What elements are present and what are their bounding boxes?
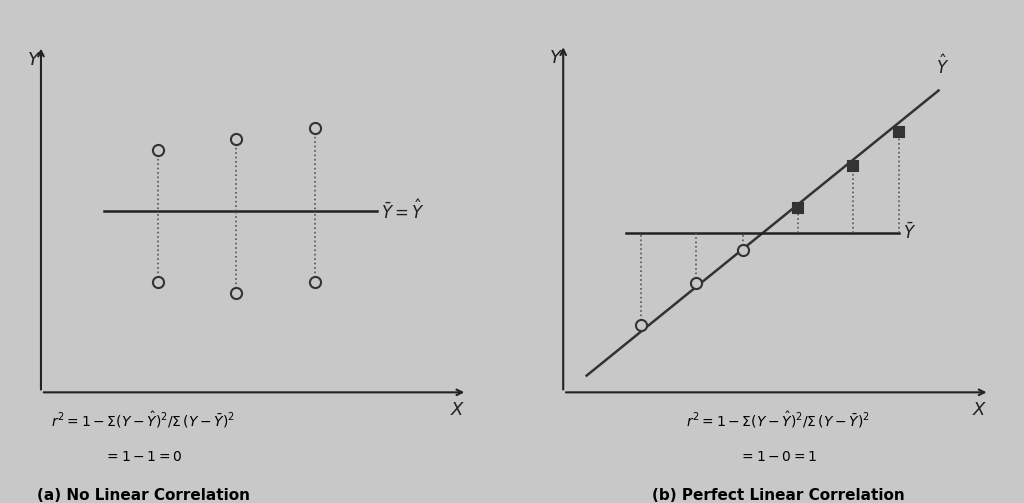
Text: $= 1 - 1 = 0$: $= 1 - 1 = 0$: [104, 450, 182, 464]
Text: $= 1 - 0 = 1$: $= 1 - 0 = 1$: [739, 450, 817, 464]
Text: $\hat{Y}$: $\hat{Y}$: [936, 54, 949, 78]
Text: $r^2 = 1 - \Sigma(Y-\hat{Y})^2 / \Sigma\,(Y-\bar{Y})^2$: $r^2 = 1 - \Sigma(Y-\hat{Y})^2 / \Sigma\…: [686, 410, 870, 430]
Text: Y: Y: [28, 51, 39, 69]
Text: $r^2 = 1 - \Sigma(Y-\hat{Y})^2 / \Sigma\,(Y-\bar{Y})^2$: $r^2 = 1 - \Sigma(Y-\hat{Y})^2 / \Sigma\…: [51, 410, 236, 430]
Text: (a) No Linear Correlation: (a) No Linear Correlation: [37, 488, 250, 503]
Text: $\bar{Y}$: $\bar{Y}$: [903, 223, 916, 243]
Text: $\bar{Y} = \hat{Y}$: $\bar{Y} = \hat{Y}$: [381, 199, 425, 223]
Text: X: X: [973, 401, 985, 418]
Text: X: X: [451, 401, 463, 419]
Text: Y: Y: [550, 49, 561, 66]
Text: (b) Perfect Linear Correlation: (b) Perfect Linear Correlation: [652, 488, 904, 503]
